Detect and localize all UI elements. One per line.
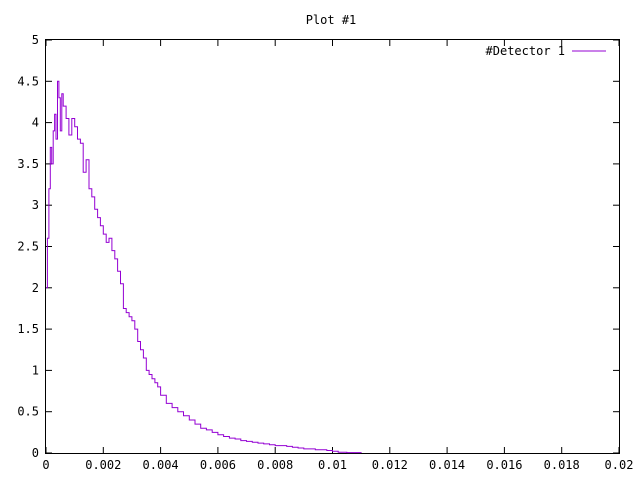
- y-tick-label: 1: [32, 363, 39, 377]
- x-tick-label: 0.006: [200, 458, 236, 472]
- y-tick-label: 0.5: [17, 405, 39, 419]
- x-tick-label: 0.004: [143, 458, 179, 472]
- y-tick-label: 2: [32, 281, 39, 295]
- x-tick-label: 0.02: [605, 458, 634, 472]
- y-tick-label: 4.5: [17, 74, 39, 88]
- y-tick-label: 0: [32, 446, 39, 460]
- x-tick-label: 0: [42, 458, 49, 472]
- x-tick-label: 0.008: [257, 458, 293, 472]
- x-tick-label: 0.002: [85, 458, 121, 472]
- x-tick-label: 0.01: [318, 458, 347, 472]
- y-tick-label: 4: [32, 116, 39, 130]
- x-axis: 0 0.002 0.004 0.006 0.008 0.01 0.012 0.014 0.016…: [42, 40, 633, 472]
- y-tick-label: 5: [32, 33, 39, 47]
- x-tick-label: 0.012: [372, 458, 408, 472]
- y-tick-label: 3: [32, 198, 39, 212]
- legend-label: #Detector 1: [486, 44, 565, 58]
- y-tick-label: 2.5: [17, 240, 39, 254]
- legend: #Detector 1: [486, 44, 606, 58]
- x-tick-label: 0.016: [486, 458, 522, 472]
- series-layer: [46, 80, 362, 454]
- y-axis: 0 0.5 1 1.5 2 2.5 3 3.5 4 4.5 5: [17, 33, 619, 460]
- x-tick-label: 0.014: [429, 458, 465, 472]
- chart-title: Plot #1: [306, 13, 357, 27]
- y-tick-label: 1.5: [17, 322, 39, 336]
- x-tick-label: 0.018: [544, 458, 580, 472]
- y-tick-label: 3.5: [17, 157, 39, 171]
- series-line-0: [46, 80, 362, 454]
- plot-frame: [45, 39, 620, 454]
